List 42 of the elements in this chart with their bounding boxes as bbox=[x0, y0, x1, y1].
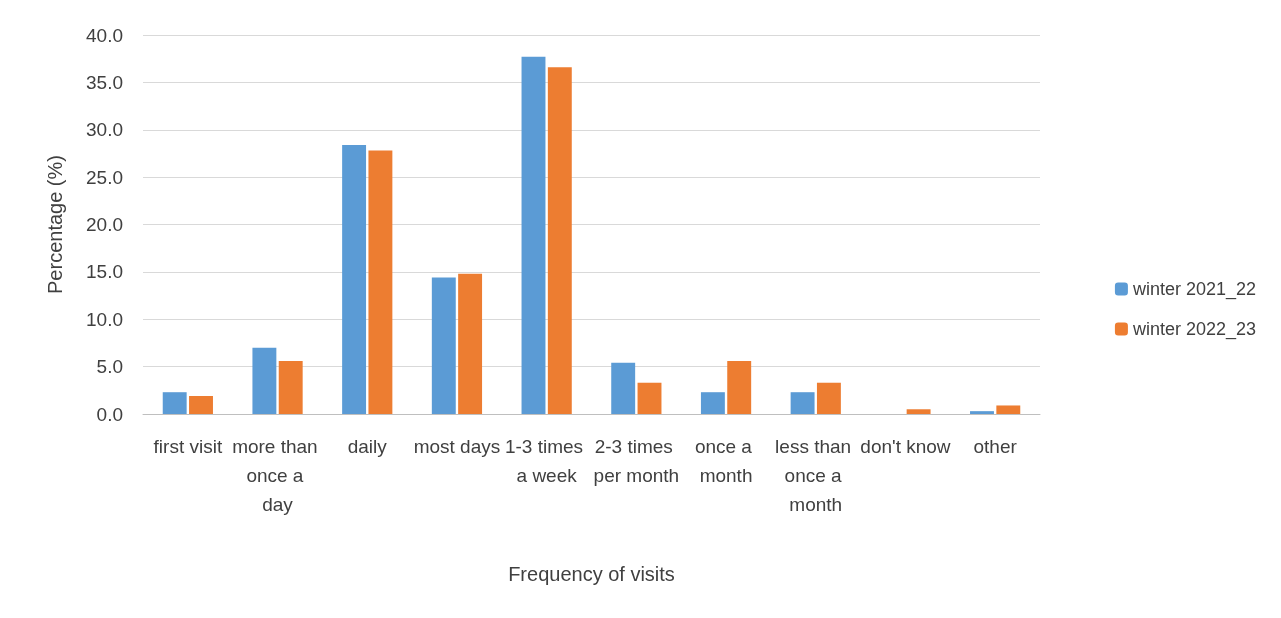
x-tick-label: most days bbox=[413, 436, 501, 457]
bar bbox=[816, 382, 841, 414]
y-tick-label: 35.0 bbox=[86, 71, 123, 93]
bar bbox=[431, 277, 456, 414]
x-tick-label: 2-3 times per month bbox=[593, 436, 680, 486]
legend-label: winter 2022_23 bbox=[1131, 319, 1256, 340]
x-tick-label: less than once a month bbox=[775, 436, 857, 515]
x-tick-label: more than once a day bbox=[232, 436, 323, 515]
bar bbox=[547, 67, 572, 414]
bar bbox=[342, 144, 367, 414]
y-tick-label: 0.0 bbox=[96, 403, 123, 425]
bar bbox=[458, 273, 483, 414]
bar bbox=[727, 360, 752, 414]
bar bbox=[906, 409, 931, 414]
legend-label: winter 2021_22 bbox=[1131, 279, 1256, 300]
y-tick-label: 15.0 bbox=[86, 261, 123, 283]
x-tick-label: other bbox=[973, 436, 1018, 457]
y-tick-label: 25.0 bbox=[86, 166, 123, 188]
y-tick-label: 40.0 bbox=[86, 24, 123, 46]
bar bbox=[790, 392, 815, 414]
bar bbox=[252, 347, 277, 414]
bar bbox=[189, 396, 213, 414]
bar bbox=[611, 362, 636, 414]
x-tick-label: don't know bbox=[860, 436, 951, 457]
x-tick-label: daily bbox=[347, 436, 388, 457]
bar bbox=[996, 405, 1021, 414]
bar bbox=[637, 382, 662, 414]
x-tick-label: once a month bbox=[694, 436, 758, 486]
y-tick-label: 10.0 bbox=[86, 308, 123, 330]
bar bbox=[970, 411, 994, 414]
bar bbox=[162, 392, 187, 414]
bar bbox=[521, 56, 546, 414]
x-tick-label: first visit bbox=[153, 436, 223, 457]
y-tick-label: 20.0 bbox=[86, 214, 123, 235]
bar bbox=[278, 360, 303, 414]
x-axis-title: Frequency of visits bbox=[508, 563, 675, 585]
y-axis-title: Percentage (%) bbox=[44, 155, 66, 294]
y-tick-label: 5.0 bbox=[96, 356, 123, 378]
x-tick-label: 1-3 times a week bbox=[504, 436, 589, 486]
bar bbox=[700, 392, 725, 414]
bar bbox=[368, 150, 393, 414]
y-tick-label: 30.0 bbox=[86, 119, 123, 141]
